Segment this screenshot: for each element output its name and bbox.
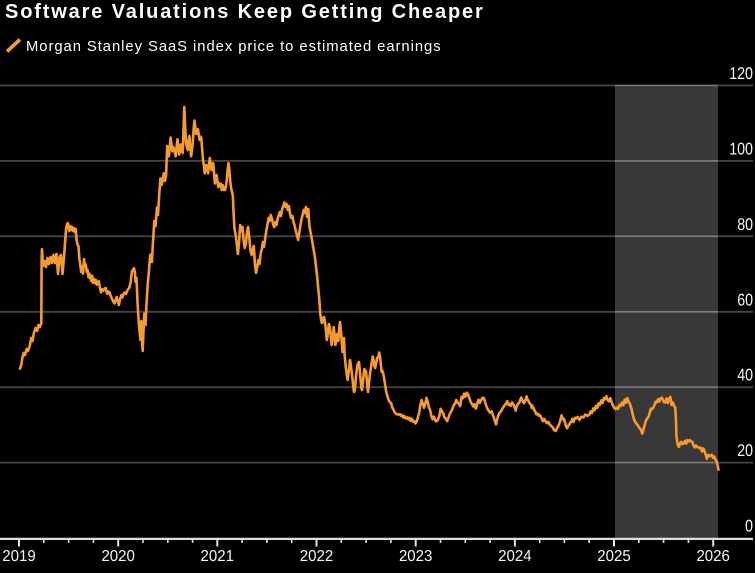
svg-text:0: 0 bbox=[745, 517, 753, 536]
svg-text:2023: 2023 bbox=[399, 548, 433, 565]
svg-text:40: 40 bbox=[737, 366, 753, 385]
svg-text:100: 100 bbox=[729, 139, 753, 158]
svg-text:2019: 2019 bbox=[2, 548, 36, 565]
svg-text:80: 80 bbox=[737, 215, 753, 234]
svg-text:2026: 2026 bbox=[696, 548, 730, 565]
svg-text:20: 20 bbox=[737, 441, 753, 460]
svg-text:120: 120 bbox=[729, 64, 753, 83]
svg-text:2021: 2021 bbox=[201, 548, 235, 565]
svg-text:2022: 2022 bbox=[300, 548, 334, 565]
svg-text:2020: 2020 bbox=[101, 548, 135, 565]
svg-text:2024: 2024 bbox=[498, 548, 532, 565]
svg-text:60: 60 bbox=[737, 290, 753, 309]
svg-text:2025: 2025 bbox=[597, 548, 631, 565]
